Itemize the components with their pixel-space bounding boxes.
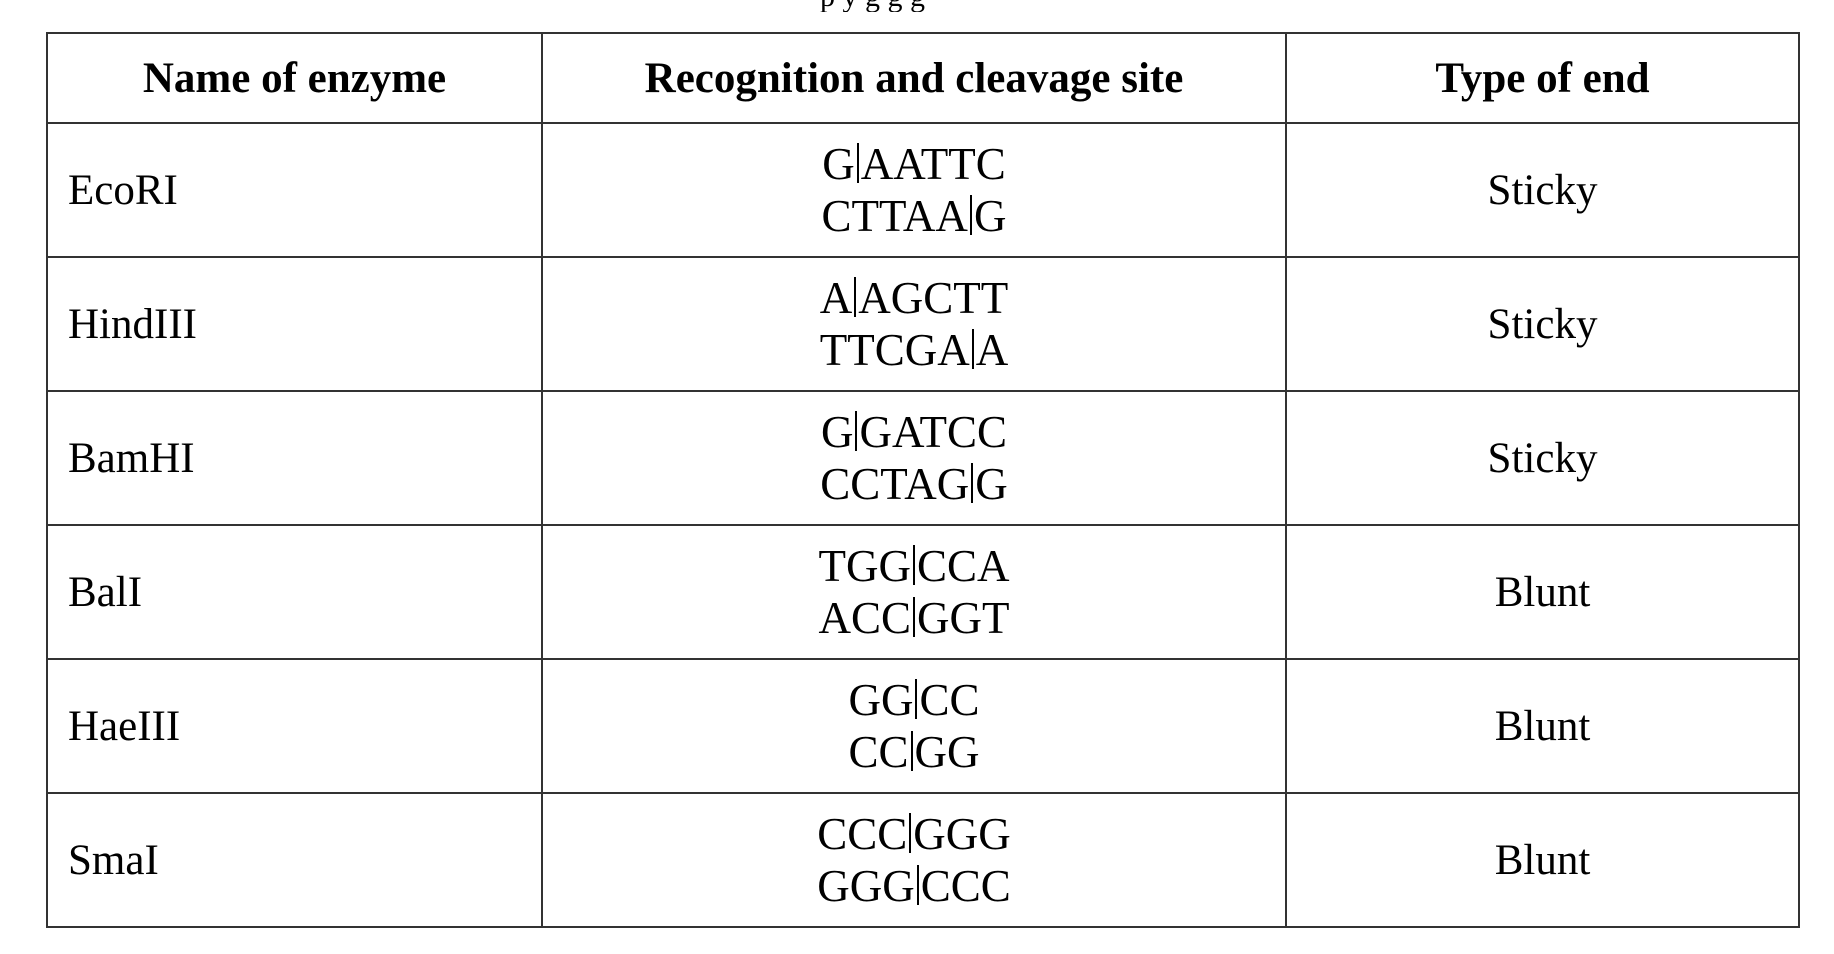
table-row: SmaI CCC GGG GGG CCC Blunt [46, 792, 1800, 928]
bottom-strand: CCTAG G [820, 459, 1008, 509]
cut-mark [854, 277, 857, 317]
cleavage-site-diagram: G AATTC CTTAA G [822, 138, 1007, 242]
enzyme-name: HindIII [46, 256, 543, 392]
cleavage-site: G GATCC CCTAG G [541, 390, 1287, 526]
end-type: Sticky [1285, 122, 1800, 258]
enzyme-table: Name of enzyme Recognition and cleavage … [46, 32, 1800, 928]
table-row: EcoRI G AATTC CTTAA G Sticky [46, 122, 1800, 258]
cleavage-site-diagram: GG CC CC GG [848, 674, 979, 778]
cleavage-site-diagram: G GATCC CCTAG G [820, 406, 1007, 510]
top-strand: G GATCC [820, 407, 1007, 457]
cut-mark [913, 597, 916, 637]
header-recognition-site: Recognition and cleavage site [541, 32, 1287, 124]
cleavage-site: TGG CCA ACC GGT [541, 524, 1287, 660]
cut-mark [856, 143, 859, 183]
top-strand: TGG CCA [818, 541, 1010, 591]
table-row: HaeIII GG CC CC GG Blunt [46, 658, 1800, 794]
cleavage-site: G AATTC CTTAA G [541, 122, 1287, 258]
cut-mark [855, 411, 858, 451]
table-row: HindIII A AGCTT TTCGA A Sticky [46, 256, 1800, 392]
bottom-strand: GGG CCC [817, 861, 1011, 911]
end-type: Sticky [1285, 390, 1800, 526]
table-row: BalI TGG CCA ACC GGT Blunt [46, 524, 1800, 660]
cleavage-site-diagram: A AGCTT TTCGA A [820, 272, 1009, 376]
cut-mark [912, 545, 915, 585]
end-type: Blunt [1285, 658, 1800, 794]
cut-mark [915, 679, 918, 719]
header-row: Name of enzyme Recognition and cleavage … [46, 32, 1800, 124]
end-type: Blunt [1285, 792, 1800, 928]
top-strand: GG CC [848, 675, 980, 725]
header-type-of-end: Type of end [1285, 32, 1800, 124]
enzyme-name: SmaI [46, 792, 543, 928]
end-type: Sticky [1285, 256, 1800, 392]
cleavage-site: GG CC CC GG [541, 658, 1287, 794]
cut-mark [909, 813, 912, 853]
bottom-strand: ACC GGT [818, 593, 1010, 643]
cropped-heading-text: p y g g g [0, 0, 1834, 12]
cleavage-site-diagram: TGG CCA ACC GGT [818, 540, 1009, 644]
bottom-strand: TTCGA A [819, 325, 1009, 375]
cut-mark [971, 329, 974, 369]
cut-mark [969, 195, 972, 235]
table-row: BamHI G GATCC CCTAG G Sticky [46, 390, 1800, 526]
cut-mark [971, 463, 974, 503]
enzyme-name: HaeIII [46, 658, 543, 794]
enzyme-name: EcoRI [46, 122, 543, 258]
bottom-strand: CC GG [848, 727, 980, 777]
cut-mark [910, 731, 913, 771]
enzyme-name: BamHI [46, 390, 543, 526]
cut-mark [916, 865, 919, 905]
cleavage-site-diagram: CCC GGG GGG CCC [817, 808, 1011, 912]
cropped-heading-fragment: p y g g g [820, 0, 925, 12]
header-enzyme-name: Name of enzyme [46, 32, 543, 124]
bottom-strand: CTTAA G [821, 191, 1007, 241]
end-type: Blunt [1285, 524, 1800, 660]
top-strand: A AGCTT [819, 273, 1009, 323]
enzyme-name: BalI [46, 524, 543, 660]
cleavage-site: CCC GGG GGG CCC [541, 792, 1287, 928]
cleavage-site: A AGCTT TTCGA A [541, 256, 1287, 392]
top-strand: CCC GGG [817, 809, 1011, 859]
top-strand: G AATTC [822, 139, 1006, 189]
